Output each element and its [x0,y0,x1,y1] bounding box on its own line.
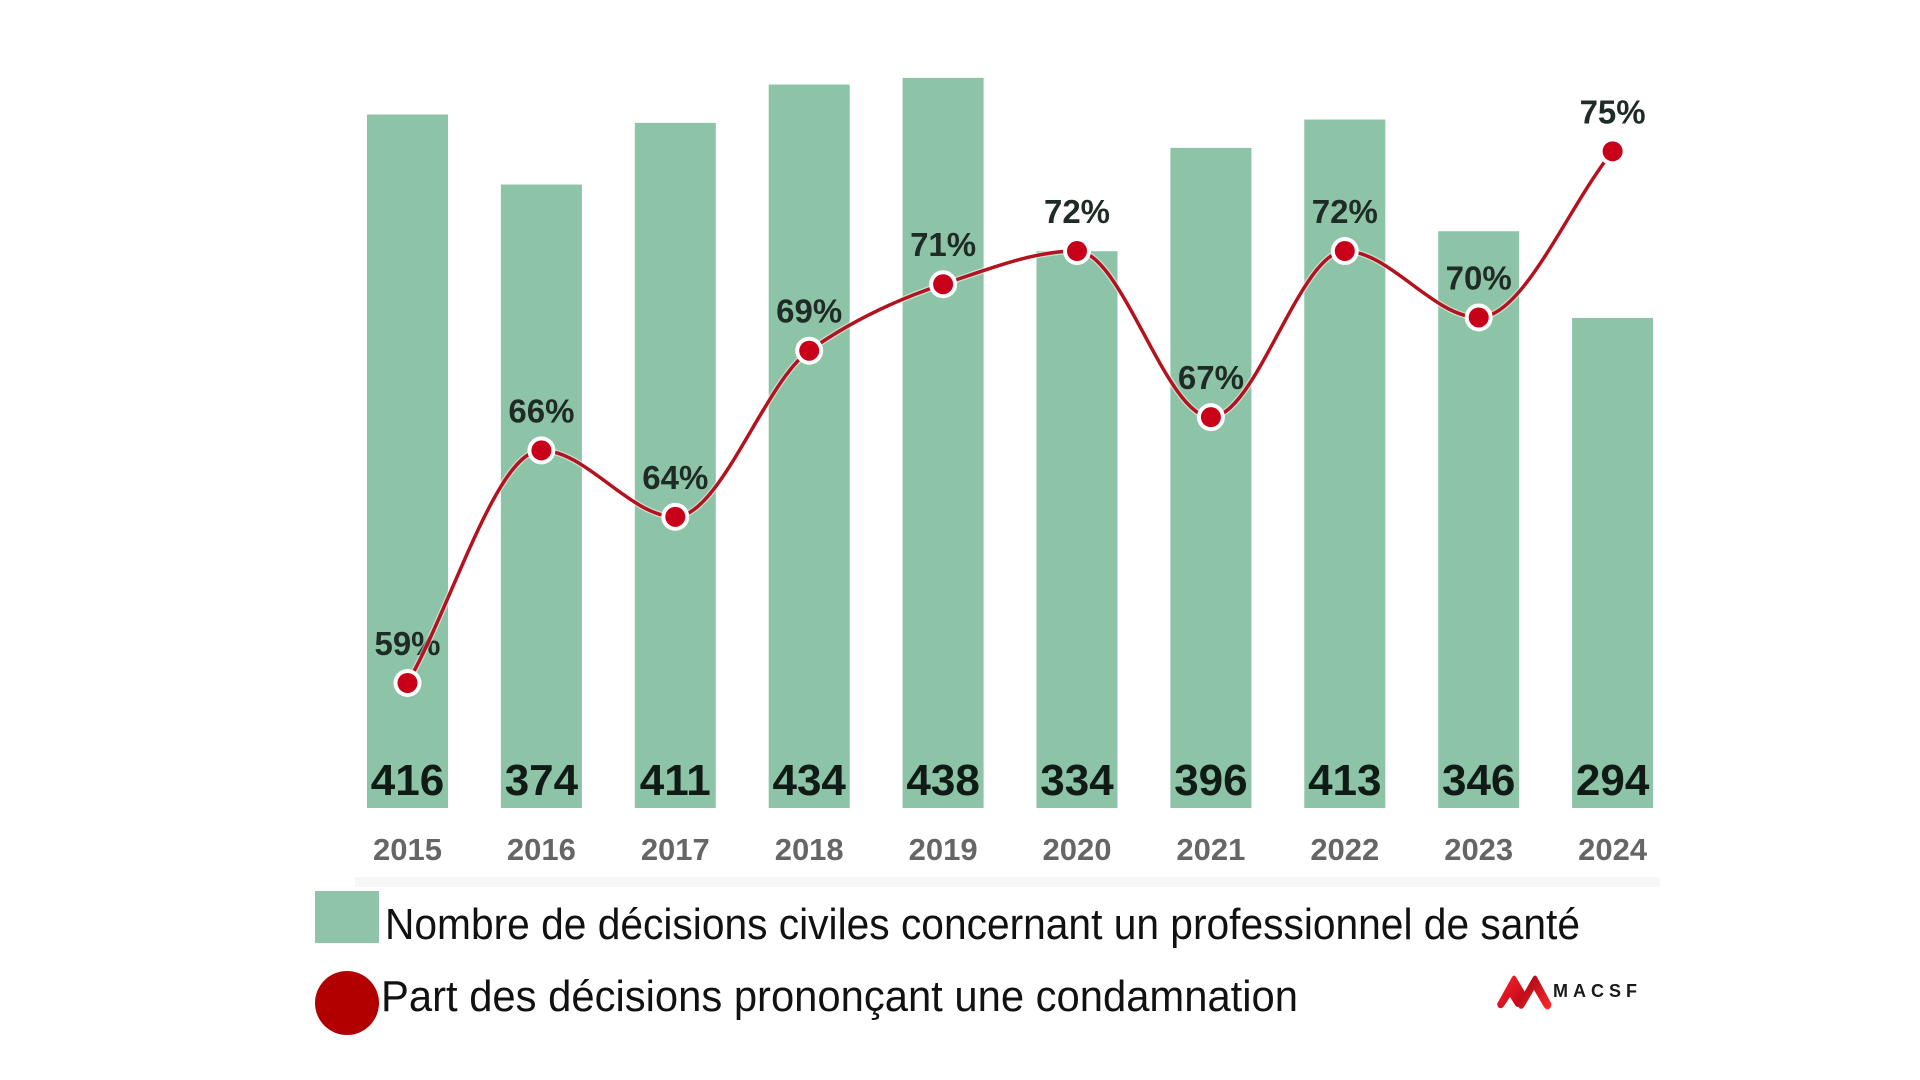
bar-value-label: 438 [906,756,979,805]
bar-2019 [902,77,984,808]
bar-value-label: 416 [371,756,444,805]
bar-value-labels: 416 374 411 434 438 334 396 413 346 294 [371,756,1650,805]
line-data-label: 69% [776,293,842,330]
line-path [405,149,1615,685]
bar-2017 [634,122,716,809]
bar-value-label: 413 [1308,756,1381,805]
bar-value-label: 396 [1174,756,1247,805]
x-tick-label: 2021 [1176,832,1245,867]
bar-2020 [1036,251,1118,809]
x-tick-label: 2023 [1444,832,1513,867]
x-tick-label: 2018 [775,832,844,867]
x-tick-label: 2017 [641,832,710,867]
point-2021 [1200,407,1221,428]
bar-value-label: 374 [505,756,579,805]
bar-2018 [768,84,850,809]
bar-2024 [1572,317,1654,808]
bar-value-label: 294 [1576,756,1650,805]
bar-value-label: 434 [772,756,846,805]
legend-label-line: Part des décisions prononçant une condam… [381,972,1298,1021]
bars-layer [367,77,1654,809]
x-tick-label: 2019 [909,832,978,867]
line-data-label: 72% [1312,193,1378,230]
line-data-label: 72% [1044,193,1110,230]
line-points [393,137,1627,697]
point-2017 [665,506,686,527]
point-2020 [1067,241,1087,262]
legend-label-bars: Nombre de décisions civiles concernant u… [385,900,1580,949]
point-2023 [1468,307,1489,328]
macsf-m-logo-icon [1497,975,1552,1010]
x-tick-label: 2020 [1043,832,1112,867]
bar-value-label: 411 [640,756,711,805]
line-halo [404,149,1615,685]
line-data-label: 75% [1580,93,1646,130]
x-tick-label: 2015 [373,832,442,867]
point-2022 [1334,241,1355,262]
chart-bottom-band [355,877,1660,887]
line-series [404,149,1615,685]
x-tick-label: 2016 [507,832,576,867]
line-data-label: 70% [1446,259,1512,296]
logo-text: MACSF [1553,981,1642,1001]
legend-square-icon [315,891,379,943]
line-data-label: 64% [642,459,708,496]
bar-value-label: 334 [1040,756,1114,805]
bar-2022 [1304,119,1386,809]
chart: 416 374 411 434 438 334 396 413 346 294 2015 2016 2… [367,77,1654,867]
x-tick-label: 2024 [1578,832,1648,867]
line-data-labels: 59%66%64%69%71%72%67%72%70%75% [374,93,1645,662]
line-data-label: 66% [508,392,574,429]
bar-2016 [500,184,582,809]
point-2016 [531,440,552,461]
point-2024 [1602,141,1623,162]
line-data-label: 67% [1178,359,1244,396]
bar-value-label: 346 [1442,756,1515,805]
line-data-label: 71% [910,226,976,263]
point-2015 [397,673,418,693]
x-tick-label: 2022 [1310,832,1379,867]
bar-2015 [367,114,448,808]
legend-circle-icon [315,971,379,1035]
point-2019 [933,274,954,295]
point-2018 [799,340,820,361]
bar-2021 [1170,147,1252,809]
x-axis-tick-labels: 2015 2016 2017 2018 2019 2020 2021 2022 2023 2024 [373,832,1648,867]
